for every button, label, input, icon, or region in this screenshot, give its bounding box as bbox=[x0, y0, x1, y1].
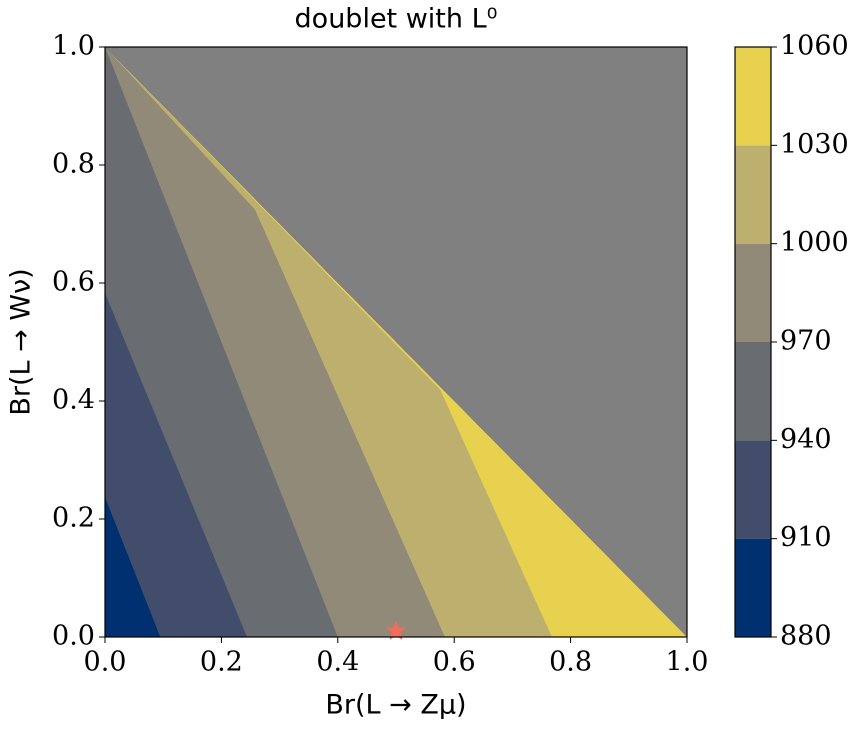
star-marker bbox=[385, 620, 407, 640]
chart-title: doublet with L⁰ bbox=[295, 4, 498, 35]
x-tick-label: 0.0 bbox=[84, 647, 127, 678]
x-tick-label: 0.8 bbox=[549, 647, 592, 678]
x-tick-label: 0.2 bbox=[200, 647, 243, 678]
colorbar-tick-label: 970 bbox=[780, 326, 832, 357]
colorbar-tick-label: 1030 bbox=[780, 129, 849, 160]
colorbar-tick-label: 1000 bbox=[780, 227, 849, 258]
x-tick-label: 0.6 bbox=[433, 647, 476, 678]
y-tick-label: 0.0 bbox=[52, 621, 95, 652]
y-tick-label: 0.8 bbox=[52, 149, 95, 180]
plot-frame bbox=[104, 46, 688, 638]
x-tick-label: 0.4 bbox=[316, 647, 359, 678]
colorbar-band bbox=[735, 538, 771, 637]
y-tick-label: 0.6 bbox=[52, 267, 95, 298]
colorbar-tick-label: 880 bbox=[780, 621, 832, 652]
contour-band bbox=[105, 47, 687, 637]
colorbar-band bbox=[735, 440, 771, 539]
x-axis-label: Br(L → Zμ) bbox=[325, 690, 466, 721]
y-tick-label: 0.2 bbox=[52, 503, 95, 534]
colorbar-band bbox=[735, 342, 771, 441]
y-axis-label: Br(L → Wν) bbox=[6, 268, 37, 415]
colorbar-tick-label: 910 bbox=[780, 522, 832, 553]
colorbar-band bbox=[735, 145, 771, 244]
y-tick-label: 0.4 bbox=[52, 385, 95, 416]
colorbar-band bbox=[735, 243, 771, 342]
colorbar-tick-label: 940 bbox=[780, 424, 832, 455]
x-tick-label: 1.0 bbox=[666, 647, 709, 678]
colorbar-band bbox=[735, 47, 771, 146]
y-tick-label: 1.0 bbox=[52, 31, 95, 62]
colorbar-tick-label: 1060 bbox=[780, 31, 849, 62]
